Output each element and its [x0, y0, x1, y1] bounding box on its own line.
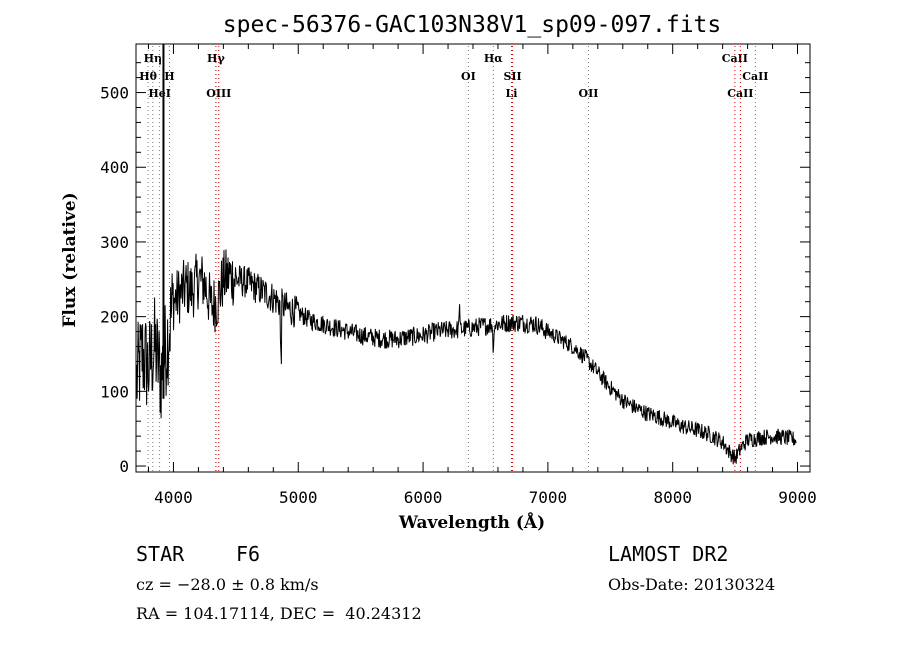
object-type: STAR [136, 542, 185, 566]
object-subclass: F6 [236, 542, 261, 566]
spectral-line-label: SII [503, 70, 521, 83]
y-axis-label: Flux (relative) [60, 192, 80, 327]
y-tick-label: 100 [100, 382, 129, 401]
spectral-line-label: Hη [144, 52, 162, 65]
spectral-line-label: OIII [206, 87, 231, 100]
coordinates-text: RA = 104.17114, DEC = 40.24312 [136, 604, 422, 623]
x-tick-label: 4000 [154, 488, 193, 507]
y-tick-label: 400 [100, 158, 129, 177]
x-tick-label: 6000 [404, 488, 443, 507]
survey-name: LAMOST DR2 [608, 542, 729, 566]
spectral-line-label: H [164, 70, 174, 83]
spectral-line-label: CaII [727, 87, 753, 100]
x-tick-label: 8000 [653, 488, 692, 507]
spectral-line-label: Li [505, 87, 517, 100]
spectral-line-label: CaII [722, 52, 748, 65]
y-tick-label: 0 [119, 457, 129, 476]
x-axis-label: Wavelength (Å) [398, 511, 545, 533]
y-tick-label: 300 [100, 233, 129, 252]
spectral-line-label: OII [579, 87, 599, 100]
x-tick-label: 5000 [279, 488, 318, 507]
spectral-line-label: Hα [484, 52, 503, 65]
spectrum-line [136, 249, 797, 465]
redshift-text: cz = −28.0 ± 0.8 km/s [136, 575, 319, 594]
spectral-line-label: HeI [148, 87, 171, 100]
obs-date-text: Obs-Date: 20130324 [608, 575, 776, 594]
spectral-line-label: CaII [742, 70, 768, 83]
y-tick-label: 200 [100, 308, 129, 327]
spectral-line-label: OI [461, 70, 476, 83]
chart-title: spec-56376-GAC103N38V1_sp09-097.fits [223, 12, 722, 38]
plot-frame [135, 43, 811, 473]
x-tick-label: 9000 [778, 488, 817, 507]
axis-ticks-layer: 4000 5000 6000 7000 8000 9000 0 100 200 300 400 500 [100, 44, 817, 507]
spectral-line-label: Hγ [207, 52, 225, 65]
x-tick-label: 7000 [529, 488, 568, 507]
spectral-line-label: Hθ [139, 70, 157, 83]
y-tick-label: 500 [100, 84, 129, 103]
